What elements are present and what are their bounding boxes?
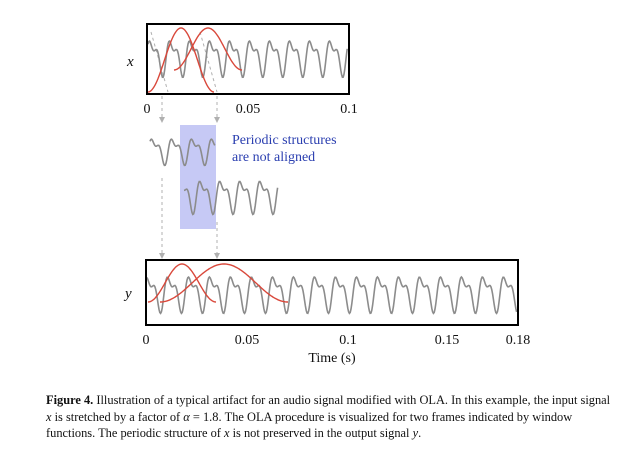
top-tick-0: 0: [144, 102, 151, 117]
output-signal-label: y: [123, 286, 132, 302]
caption-var-x-2: x: [224, 426, 230, 440]
input-signal-label: x: [126, 54, 134, 70]
frame-1-waveform: [149, 138, 216, 167]
output-signal-waveform: [146, 275, 518, 315]
caption-text-5: .: [418, 426, 422, 440]
output-window-function-2: [160, 263, 288, 303]
input-signal-waveform: [147, 40, 348, 79]
bottom-tick-2: 0.1: [339, 333, 357, 348]
bottom-tick-4: 0.18: [506, 333, 531, 348]
figure-caption: Figure 4. Illustration of a typical arti…: [46, 392, 616, 442]
annotation-line-2: are not aligned: [232, 150, 315, 165]
window-function-2: [173, 27, 243, 71]
output-signal-panel: y 0 0.05 0.1 0.15 0.18 Time (s): [123, 259, 531, 366]
caption-label: Figure 4.: [46, 393, 94, 407]
output-window-function-1: [147, 263, 217, 303]
caption-text-4: is not preserved in the output signal: [229, 426, 413, 440]
caption-alpha: α: [183, 409, 190, 424]
caption-text-1: Illustration of a typical artifact for a…: [93, 393, 611, 407]
time-axis-label: Time (s): [308, 351, 356, 366]
bottom-tick-0: 0: [143, 333, 150, 348]
caption-text-3: = 1.8. The OLA procedure is visualized f…: [46, 409, 573, 441]
top-tick-1: 0.05: [236, 102, 261, 117]
output-signal-frame: [145, 259, 519, 326]
bottom-tick-3: 0.15: [435, 333, 460, 348]
top-tick-2: 0.1: [340, 102, 358, 117]
bottom-tick-1: 0.05: [235, 333, 260, 348]
frames-panel: Periodic structures are not aligned: [149, 125, 337, 229]
input-signal-frame: [146, 23, 350, 95]
frame-2-waveform: [183, 180, 279, 216]
caption-var-x-1: x: [46, 409, 52, 424]
caption-text-2: is stretched by a factor of: [51, 409, 184, 424]
dashed-guide-right: [199, 31, 218, 93]
window-function-1: [147, 27, 215, 93]
input-signal-panel: x 0 0.05 0.1: [126, 23, 358, 117]
annotation-line-1: Periodic structures: [232, 133, 337, 148]
caption-var-y: y: [412, 426, 419, 440]
